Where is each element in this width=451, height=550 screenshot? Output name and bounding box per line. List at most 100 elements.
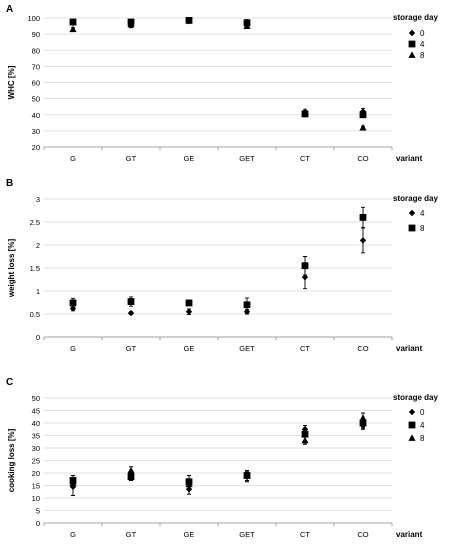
- x-tick-label: CT: [300, 154, 310, 163]
- x-tick-label: GT: [126, 530, 137, 539]
- legend-title: storage day: [393, 13, 438, 22]
- legend-marker: [408, 40, 416, 48]
- x-tick-label: CO: [357, 154, 368, 163]
- y-tick-label: 30: [32, 127, 40, 136]
- y-tick-label: 2.5: [30, 218, 40, 227]
- x-tick-label: GT: [126, 154, 137, 163]
- legend-marker: [408, 421, 416, 429]
- x-tick-label: CO: [357, 530, 368, 539]
- legend-entry: 4: [420, 209, 425, 218]
- y-tick-label: 40: [32, 419, 40, 428]
- data-point: [301, 430, 309, 438]
- y-tick-label: 70: [32, 62, 40, 71]
- y-tick-label: 0: [36, 333, 40, 342]
- x-tick-label: GET: [239, 530, 255, 539]
- data-point: [301, 436, 309, 444]
- legend-entry: 0: [420, 408, 425, 417]
- data-point: [69, 18, 77, 26]
- y-tick-label: 5: [36, 507, 40, 516]
- data-point: [301, 262, 309, 270]
- data-point: [359, 124, 367, 131]
- panel-label: A: [6, 4, 13, 15]
- x-tick-label: G: [70, 530, 76, 539]
- x-axis-label: variant: [396, 154, 423, 163]
- y-tick-label: 0: [36, 519, 40, 528]
- x-tick-label: GE: [184, 344, 195, 353]
- legend-entry: 8: [420, 51, 425, 60]
- y-tick-label: 25: [32, 457, 40, 466]
- legend-marker: [408, 29, 416, 37]
- y-tick-label: 2: [36, 241, 40, 250]
- y-tick-label: 20: [32, 143, 40, 152]
- data-point: [185, 308, 193, 315]
- y-tick-label: 80: [32, 46, 40, 55]
- x-tick-label: GE: [184, 154, 195, 163]
- y-tick-label: 1.5: [30, 264, 40, 273]
- y-tick-label: 1: [36, 287, 40, 296]
- y-tick-label: 0.5: [30, 310, 40, 319]
- y-tick-label: 90: [32, 30, 40, 39]
- data-point: [185, 16, 193, 24]
- data-point: [243, 22, 251, 29]
- legend-title: storage day: [393, 393, 438, 402]
- legend-marker: [408, 434, 416, 441]
- legend-entry: 4: [420, 421, 425, 430]
- x-tick-label: CT: [300, 344, 310, 353]
- y-axis-label: WHC [%]: [7, 65, 16, 99]
- data-point: [185, 299, 193, 307]
- data-point: [127, 466, 135, 474]
- data-point: [185, 486, 193, 493]
- x-tick-label: G: [70, 154, 76, 163]
- y-axis-label: cooking loss [%]: [7, 428, 16, 492]
- legend-entry: 0: [420, 29, 425, 38]
- x-tick-label: G: [70, 344, 76, 353]
- y-tick-label: 3: [36, 195, 40, 204]
- data-point: [127, 309, 135, 317]
- x-tick-label: CO: [357, 344, 368, 353]
- data-point: [359, 111, 367, 119]
- panel-label: C: [6, 377, 13, 388]
- legend-title: storage day: [393, 194, 438, 203]
- legend-marker: [408, 51, 416, 58]
- y-tick-label: 10: [32, 494, 40, 503]
- legend-marker: [408, 224, 416, 232]
- x-tick-label: CT: [300, 530, 310, 539]
- data-point: [69, 299, 77, 307]
- y-axis-label: weight loss [%]: [7, 239, 16, 299]
- y-tick-label: 60: [32, 79, 40, 88]
- y-tick-label: 45: [32, 407, 40, 416]
- y-tick-label: 35: [32, 432, 40, 441]
- y-tick-label: 50: [32, 95, 40, 104]
- y-tick-label: 30: [32, 444, 40, 453]
- data-point: [69, 305, 77, 312]
- data-point: [127, 473, 135, 481]
- legend-marker: [408, 408, 416, 416]
- x-tick-label: GE: [184, 530, 195, 539]
- x-tick-label: GET: [239, 154, 255, 163]
- y-tick-label: 20: [32, 469, 40, 478]
- legend-entry: 8: [420, 224, 425, 233]
- data-point: [243, 301, 251, 309]
- x-tick-label: GT: [126, 344, 137, 353]
- legend-entry: 8: [420, 434, 425, 443]
- x-axis-label: variant: [396, 344, 423, 353]
- data-point: [301, 274, 309, 281]
- x-axis-label: variant: [396, 530, 423, 539]
- data-point: [359, 414, 367, 421]
- legend-marker: [408, 209, 416, 217]
- legend-entry: 4: [420, 40, 425, 49]
- data-point: [301, 107, 309, 115]
- data-point: [359, 237, 367, 244]
- data-point: [69, 479, 77, 486]
- x-tick-label: GET: [239, 344, 255, 353]
- data-point: [243, 470, 251, 478]
- data-point: [359, 214, 367, 221]
- data-point: [127, 298, 135, 305]
- data-point: [185, 480, 193, 488]
- y-tick-label: 100: [27, 14, 40, 23]
- data-point: [127, 20, 135, 28]
- y-tick-label: 50: [32, 394, 40, 403]
